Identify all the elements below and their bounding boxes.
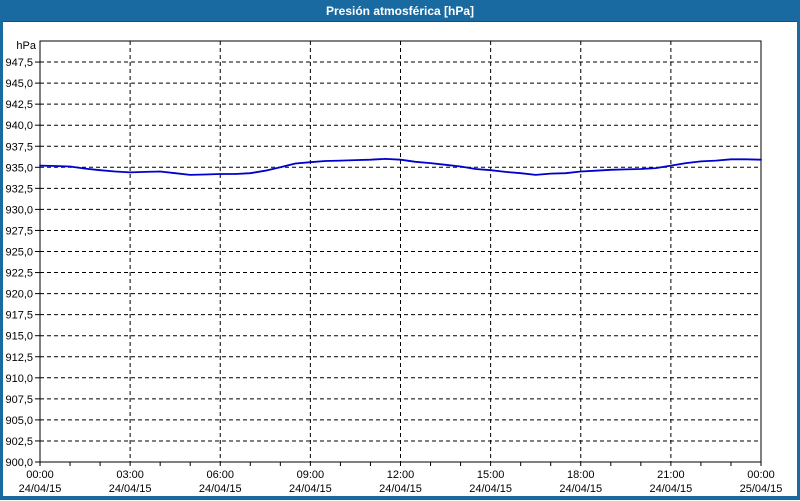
x-tick-date-label: 24/04/15 [109,483,152,495]
y-tick-label: 945,0 [5,78,33,90]
y-tick-label: 927,5 [5,225,33,237]
chart-container: 947,5 945,0 942,5 940,0 937,5 935,0 932,5 930,0… [3,22,797,496]
x-tick-date-label: 24/04/15 [649,483,692,495]
y-tick-label: 915,0 [5,331,33,343]
y-tick-label: 912,5 [5,352,33,364]
y-tick-label: 917,5 [5,310,33,322]
x-tick-date-label: 24/04/15 [379,483,422,495]
y-tick-label: 937,5 [5,141,33,153]
y-tick-label: 942,5 [5,99,33,111]
x-tick-date-label: 25/04/15 [740,483,783,495]
x-tick-time-label: 18:00 [567,469,595,481]
y-tick-label: 932,5 [5,183,33,195]
x-tick-time-label: 03:00 [116,469,144,481]
x-tick-time-label: 15:00 [477,469,505,481]
y-tick-label: 922,5 [5,268,33,280]
window-title: Presión atmosférica [hPa] [325,3,475,18]
x-tick-time-label: 06:00 [206,469,234,481]
y-tick-label: 900,0 [5,457,33,469]
x-tick-date-label: 24/04/15 [199,483,242,495]
y-tick-label: 930,0 [5,204,33,216]
x-tick-time-label: 12:00 [387,469,415,481]
pressure-chart: 947,5 945,0 942,5 940,0 937,5 935,0 932,5 930,0… [5,40,783,495]
y-tick-label: 935,0 [5,162,33,174]
y-tick-label: 920,0 [5,289,33,301]
x-tick-time-label: 09:00 [297,469,325,481]
x-tick-date-label: 24/04/15 [289,483,332,495]
y-tick-label: 902,5 [5,436,33,448]
y-tick-label: 910,0 [5,373,33,385]
y-tick-label: 925,0 [5,247,33,259]
x-tick-date-label: 24/04/15 [19,483,62,495]
x-tick-date-label: 24/04/15 [559,483,602,495]
window-titlebar: Presión atmosférica [hPa] [3,0,797,22]
y-tick-label: 905,0 [5,415,33,427]
x-tick-date-label: 24/04/15 [469,483,512,495]
y-axis-unit-label: hPa [16,40,36,52]
y-tick-label: 947,5 [5,57,33,69]
x-tick-time-label: 00:00 [747,469,775,481]
y-tick-label: 907,5 [5,394,33,406]
pressure-line [39,157,762,176]
x-tick-time-label: 21:00 [657,469,685,481]
y-tick-label: 940,0 [5,120,33,132]
x-tick-time-label: 00:00 [26,469,54,481]
